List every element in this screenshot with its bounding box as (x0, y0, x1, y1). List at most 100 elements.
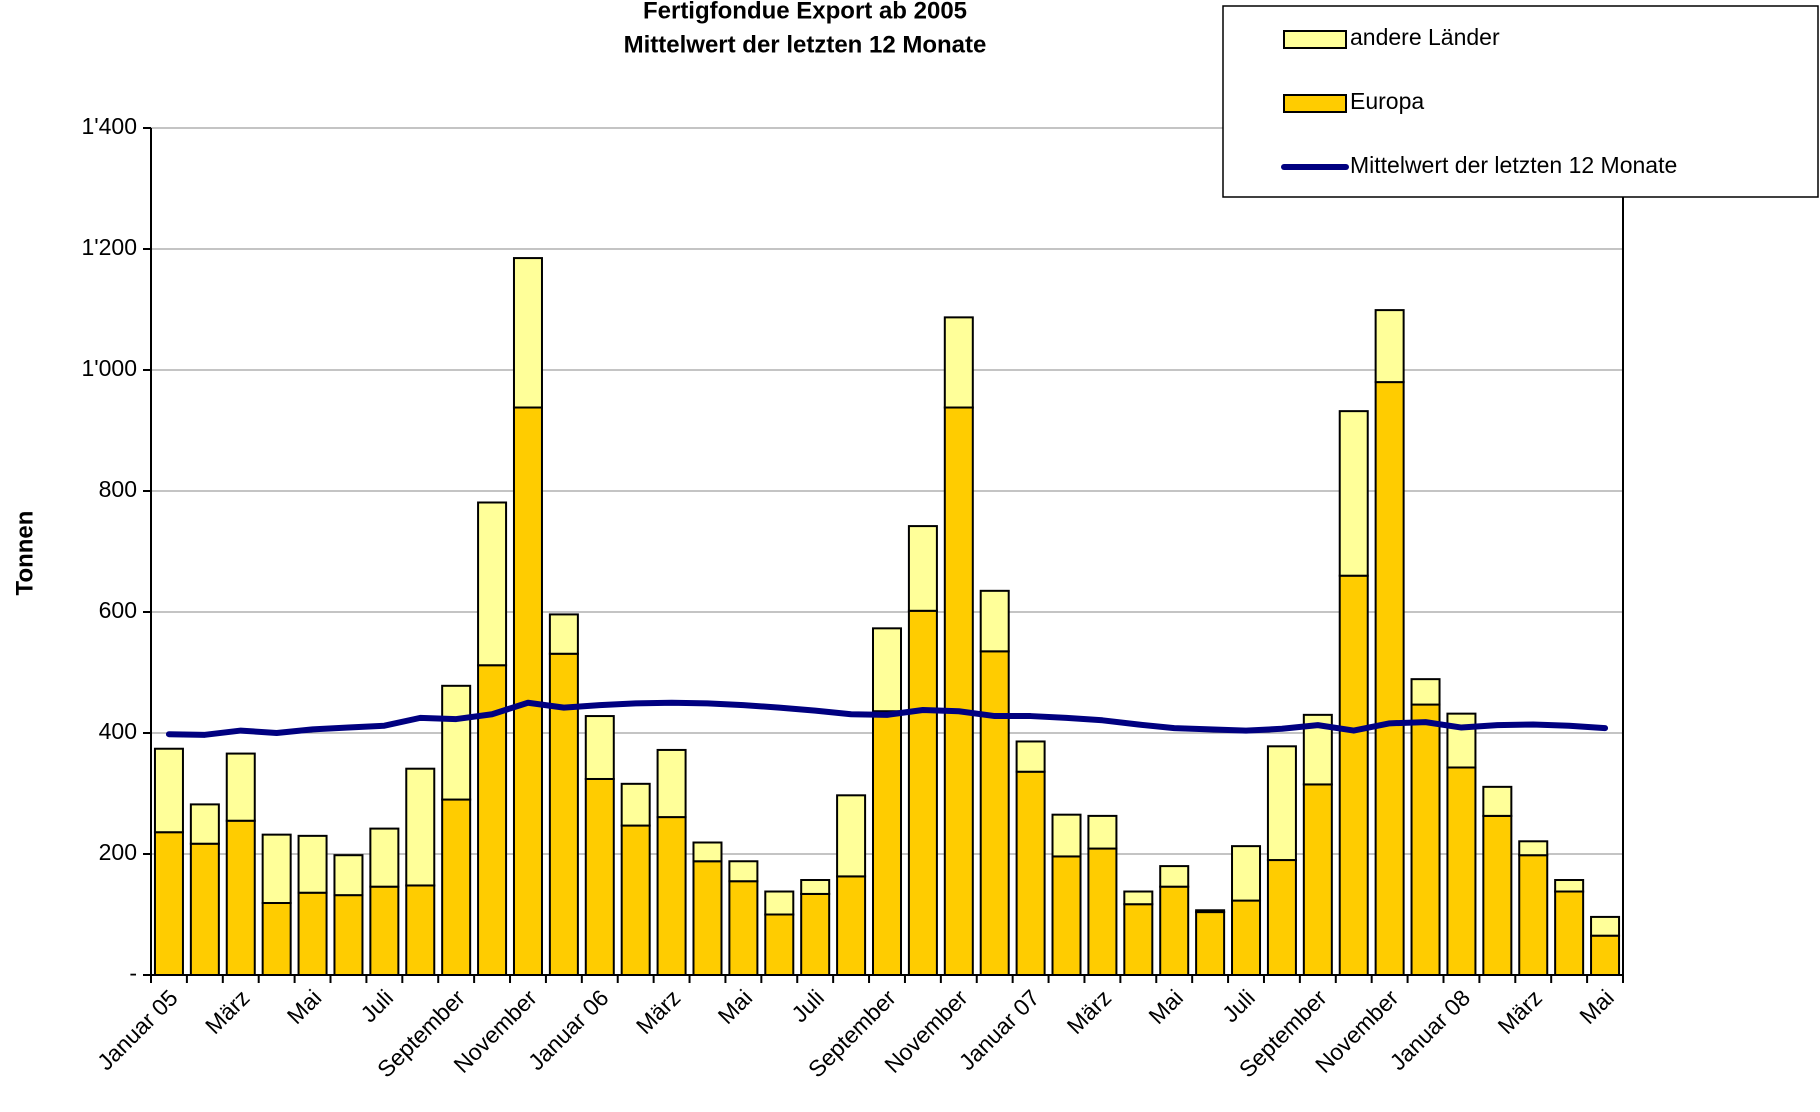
bar (189, 803, 220, 845)
bar (1302, 783, 1333, 976)
bar (261, 902, 292, 977)
bar (405, 767, 436, 887)
bar (943, 406, 974, 976)
y-tick-label: 200 (99, 839, 137, 865)
x-tick-label: Mai (713, 984, 758, 1029)
bar (512, 257, 543, 409)
bar (584, 715, 615, 780)
x-tick-label: Mai (282, 984, 327, 1029)
legend-label: andere Länder (1350, 24, 1500, 50)
bar (441, 684, 472, 801)
bar (1015, 770, 1046, 976)
bar (1518, 854, 1549, 977)
bar (1482, 785, 1513, 817)
bar (297, 891, 328, 976)
x-tick-label: Mai (1574, 984, 1619, 1029)
bar (764, 913, 795, 976)
bar (979, 650, 1010, 976)
bar (656, 816, 687, 976)
bar (871, 710, 903, 976)
x-tick-label: März (631, 984, 686, 1039)
y-tick-label: 1'400 (81, 113, 137, 139)
bar (153, 831, 184, 976)
x-tick-label: Mai (1143, 984, 1188, 1029)
bar (1051, 855, 1082, 976)
bar (1123, 903, 1154, 977)
bar (297, 834, 328, 894)
bar (620, 824, 651, 976)
bar (369, 827, 400, 888)
bar (1087, 847, 1118, 976)
bar (548, 652, 579, 976)
bar (333, 854, 364, 897)
y-axis-label: Tonnen (11, 511, 38, 596)
bar (369, 885, 400, 976)
bar (1087, 814, 1118, 850)
bar (1590, 934, 1621, 976)
chart-subtitle: Mittelwert der letzten 12 Monate (624, 31, 987, 58)
bar (1266, 859, 1297, 976)
bar (225, 819, 256, 976)
bar (800, 892, 831, 976)
bar (1338, 410, 1369, 577)
bar (1051, 813, 1082, 858)
bar (1195, 911, 1226, 977)
bar (1374, 381, 1405, 977)
bar (512, 406, 543, 976)
x-tick-label: Juli (1217, 984, 1260, 1027)
bar (1410, 703, 1441, 976)
y-tick-label: 1'000 (81, 355, 137, 381)
y-tick-label: - (129, 960, 137, 986)
y-tick-label: 400 (99, 718, 137, 744)
bar (477, 501, 508, 667)
bar (943, 316, 974, 409)
y-tick-label: 1'200 (81, 234, 137, 260)
bar (153, 747, 184, 834)
bar (225, 752, 256, 822)
legend-label: Mittelwert der letzten 12 Monate (1350, 152, 1677, 178)
bar (441, 798, 472, 976)
x-tick-label: März (1493, 984, 1548, 1039)
bar (405, 884, 436, 977)
bar (907, 609, 938, 976)
x-tick-label: März (200, 984, 255, 1039)
bar (836, 875, 867, 977)
bar (1195, 909, 1226, 914)
bar (764, 890, 795, 916)
bar (1123, 890, 1154, 906)
bar (1590, 915, 1621, 937)
bar (800, 879, 831, 895)
bar (1159, 865, 1190, 888)
bar (692, 841, 723, 863)
bar (1410, 678, 1441, 706)
bar (189, 842, 220, 977)
bar (836, 794, 867, 878)
bar (1159, 885, 1190, 976)
bar (1338, 574, 1369, 976)
bar (584, 777, 615, 976)
x-tick-label: Januar 05 (92, 984, 183, 1075)
bar (871, 627, 903, 713)
bar (1482, 814, 1513, 977)
x-tick-label: Juli (786, 984, 829, 1027)
chart-title: Fertigfondue Export ab 2005 (643, 0, 967, 24)
bar (979, 589, 1010, 653)
legend-label: Europa (1350, 88, 1424, 114)
bar (1231, 845, 1262, 902)
y-tick-label: 600 (99, 597, 137, 623)
bar (1446, 712, 1477, 769)
bar (656, 748, 687, 819)
bar (1518, 840, 1549, 857)
x-tick-label: Juli (355, 984, 398, 1027)
legend-swatch (1283, 30, 1347, 49)
bar (261, 833, 292, 905)
bar (548, 613, 579, 655)
bar (728, 880, 759, 976)
legend-swatch (1283, 94, 1347, 113)
bar (1231, 899, 1262, 977)
bar (1554, 879, 1585, 893)
y-tick-label: 800 (99, 476, 137, 502)
bar (907, 525, 938, 612)
legend: andere Länder Europa Mittelwert der letzte… (1222, 5, 1819, 198)
